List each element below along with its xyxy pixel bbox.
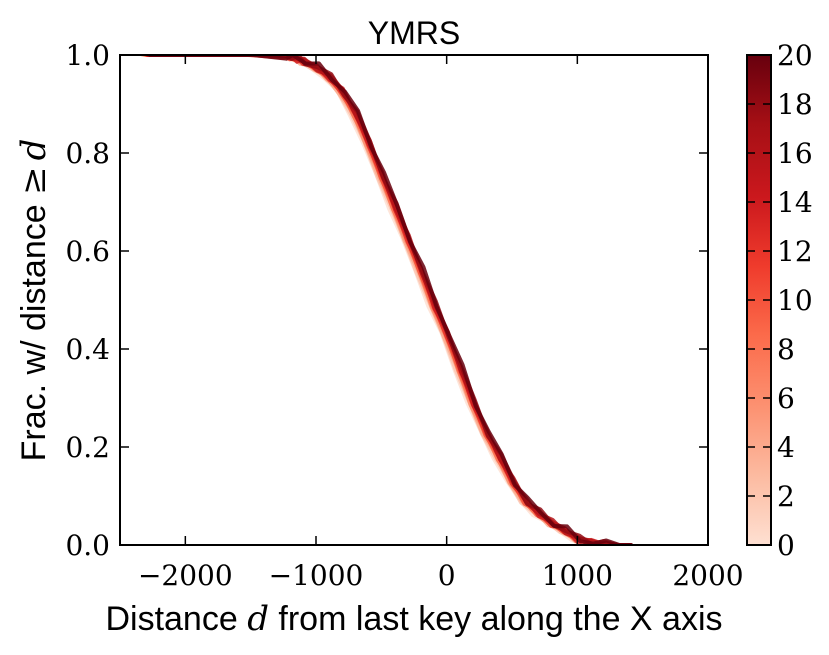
- y-axis-label-op: ≥: [14, 166, 54, 195]
- x-axis-label-text-2: from last key along the X axis: [269, 600, 723, 638]
- y-tick-label: 0.0: [65, 529, 110, 562]
- colorbar-tick-label: 10: [777, 284, 813, 317]
- series-line-6: [144, 55, 628, 545]
- x-tick-label: −2000: [138, 559, 233, 592]
- series-line-2: [142, 55, 626, 545]
- y-tick-label: 0.4: [65, 333, 110, 366]
- y-tick-label: 0.2: [65, 431, 110, 464]
- x-tick-label: 1000: [542, 559, 613, 592]
- y-tick-label: 1.0: [65, 39, 110, 72]
- y-axis-label: Frac. w/ distance ≥ d: [14, 139, 54, 462]
- series-layer: [140, 55, 633, 545]
- plot-frame: [119, 54, 709, 546]
- series-line-12: [146, 55, 630, 545]
- x-axis-label-text-1: Distance: [105, 600, 247, 638]
- colorbar-tick-label: 18: [777, 88, 813, 121]
- colorbar-tick-label: 12: [777, 235, 813, 268]
- series-line-18: [148, 55, 632, 545]
- colorbar-tick-label: 8: [777, 333, 795, 366]
- x-tick-label: −1000: [269, 559, 364, 592]
- y-axis-label-text: Frac. w/ distance: [15, 195, 53, 461]
- y-tick-label: 0.6: [65, 235, 110, 268]
- y-axis-label-var: d: [14, 139, 54, 161]
- colorbar-tick-label: 4: [777, 431, 795, 464]
- x-axis-label-var: d: [247, 599, 269, 639]
- series-line-4: [143, 55, 627, 545]
- series-line-10: [145, 55, 630, 545]
- colorbar-tick-label: 16: [777, 137, 813, 170]
- axis-ticks: −2000 −1000 0 1000 2000 0.0 0.2 0.4 0.6 0.8 1.0: [65, 39, 743, 592]
- x-tick-label: 2000: [672, 559, 743, 592]
- series-line-20: [149, 55, 633, 545]
- x-tick-label: 0: [438, 559, 456, 592]
- series-line-16: [147, 55, 631, 545]
- colorbar-tick-label: 2: [777, 480, 795, 513]
- colorbar-tick-label: 14: [777, 186, 813, 219]
- colorbar-ticks: 0 2 4 6 8 10 12 14 16 18 20: [747, 39, 813, 562]
- y-tick-label: 0.8: [65, 137, 110, 170]
- colorbar-tick-label: 20: [777, 39, 813, 72]
- x-axis-label: Distance d from last key along the X axi…: [105, 599, 722, 639]
- series-line-14: [146, 55, 631, 545]
- series-line-0: [140, 55, 625, 545]
- colorbar-tick-label: 6: [777, 382, 795, 415]
- colorbar-tick-label: 0: [777, 529, 795, 562]
- chart-title: YMRS: [368, 15, 460, 51]
- series-line-8: [145, 55, 629, 545]
